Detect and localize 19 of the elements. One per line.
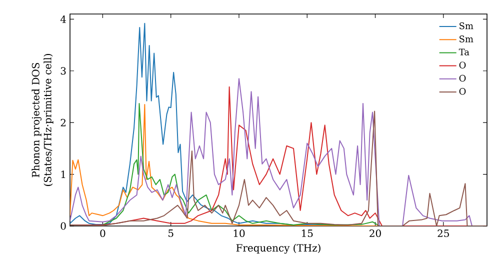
x-tick-label: 10	[234, 230, 245, 238]
legend-label: O	[459, 88, 466, 95]
y-tick-label: 1	[61, 170, 66, 178]
x-tick-label: 20	[370, 230, 381, 238]
x-tick-label: 15	[302, 230, 313, 238]
legend-label: Ta	[458, 48, 470, 56]
x-axis-title: Frequency (THz)	[236, 244, 320, 254]
legend-label: Sm	[460, 22, 474, 30]
legend-label: Sm	[460, 36, 474, 42]
y-tick-label: 2	[60, 118, 66, 126]
x-tick-label: 5	[168, 230, 174, 237]
x-tick-label: 0	[100, 230, 106, 238]
y-tick-label: 3	[60, 67, 66, 75]
x-tick-label: 25	[438, 230, 449, 238]
legend-label: O	[459, 74, 466, 82]
legend-label: O	[459, 62, 466, 68]
y-tick-label: 0	[60, 222, 66, 230]
y-axis-title: Phonon projected DOS (States/THz·primitive cell)	[32, 54, 54, 186]
y-tick-label: 4	[60, 15, 66, 23]
